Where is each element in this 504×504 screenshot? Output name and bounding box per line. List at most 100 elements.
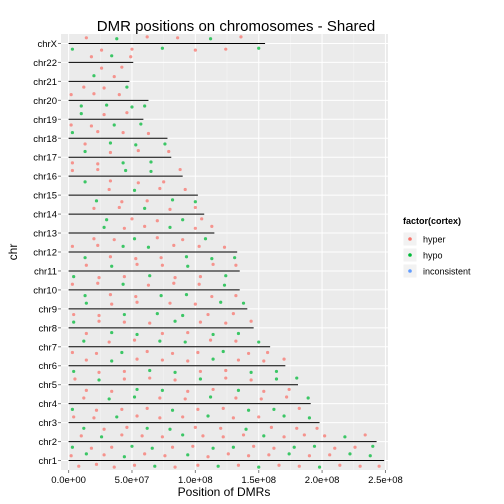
data-point-hypo xyxy=(171,198,174,201)
data-point-hyper xyxy=(173,276,176,279)
legend-dot-inconsistent xyxy=(408,269,412,273)
data-point-hyper xyxy=(156,219,159,222)
data-point-hyper xyxy=(239,35,242,38)
data-point-hypo xyxy=(186,453,189,456)
data-point-hyper xyxy=(333,447,336,450)
data-point-hyper xyxy=(135,414,138,417)
y-tick-label: chr6 xyxy=(39,361,57,372)
data-point-hypo xyxy=(160,294,163,297)
data-point-hypo xyxy=(83,180,86,183)
data-point-hypo xyxy=(72,370,75,373)
data-point-hyper xyxy=(298,407,301,410)
data-point-hypo xyxy=(223,284,226,287)
data-point-hyper xyxy=(85,332,88,335)
data-point-hypo xyxy=(105,103,108,106)
data-point-hypo xyxy=(130,445,133,448)
data-point-hyper xyxy=(158,187,161,190)
data-point-hyper xyxy=(97,276,100,279)
data-point-hypo xyxy=(122,283,125,286)
data-point-hypo xyxy=(181,314,184,317)
data-point-hyper xyxy=(135,358,138,361)
data-point-hypo xyxy=(173,320,176,323)
data-point-hyper xyxy=(199,275,202,278)
data-point-hyper xyxy=(100,67,103,70)
data-point-hyper xyxy=(200,217,203,220)
data-point-hyper xyxy=(194,49,197,52)
data-point-hypo xyxy=(161,389,164,392)
data-point-hyper xyxy=(247,352,250,355)
data-point-hyper xyxy=(97,371,100,374)
data-point-hyper xyxy=(141,434,144,437)
data-point-hypo xyxy=(102,226,105,229)
data-point-hyper xyxy=(125,111,128,114)
data-point-hyper xyxy=(158,416,161,419)
data-point-hypo xyxy=(115,415,118,418)
x-axis-title: Position of DMRs xyxy=(178,485,271,499)
y-axis-ticks: chr1chr2chr3chr4chr5chr6chr7chr8chr9chr1… xyxy=(33,39,61,467)
data-point-hyper xyxy=(323,434,326,437)
data-point-hyper xyxy=(147,132,150,135)
data-point-hypo xyxy=(209,395,212,398)
data-point-hyper xyxy=(171,446,174,449)
data-point-hyper xyxy=(161,332,164,335)
y-tick-label: chr7 xyxy=(39,342,57,353)
data-point-hyper xyxy=(92,92,95,95)
data-point-hyper xyxy=(199,370,202,373)
data-point-hypo xyxy=(318,466,321,469)
data-point-hypo xyxy=(123,455,126,458)
data-point-hyper xyxy=(163,454,166,457)
y-tick-label: chr16 xyxy=(33,172,57,183)
data-point-hypo xyxy=(72,321,75,324)
data-point-hyper xyxy=(100,49,103,52)
data-point-hyper xyxy=(135,263,138,266)
data-point-hypo xyxy=(194,200,197,203)
data-point-hyper xyxy=(123,227,126,230)
data-point-hypo xyxy=(181,433,184,436)
data-point-hypo xyxy=(80,112,83,115)
data-point-hypo xyxy=(139,122,142,125)
data-point-hyper xyxy=(171,352,174,355)
data-point-hyper xyxy=(186,359,189,362)
data-point-hyper xyxy=(222,407,225,410)
data-point-hypo xyxy=(204,237,207,240)
data-point-hyper xyxy=(122,131,125,134)
y-tick-label: chr21 xyxy=(33,77,57,88)
data-point-hyper xyxy=(148,321,151,324)
data-point-hypo xyxy=(185,255,188,258)
y-tick-label: chr17 xyxy=(33,153,57,164)
data-point-hypo xyxy=(83,150,86,153)
data-point-hyper xyxy=(353,446,356,449)
data-point-hyper xyxy=(90,447,93,450)
data-point-hypo xyxy=(184,340,187,343)
data-point-hyper xyxy=(167,150,170,153)
data-point-hyper xyxy=(130,217,133,220)
data-point-hyper xyxy=(282,358,285,361)
data-point-hypo xyxy=(125,85,128,88)
data-point-hypo xyxy=(272,408,275,411)
data-point-hyper xyxy=(95,352,98,355)
y-tick-label: chr3 xyxy=(39,418,57,429)
data-point-hyper xyxy=(338,464,341,467)
data-point-hyper xyxy=(191,445,194,448)
x-tick-label: 5.0e+07 xyxy=(115,475,150,486)
y-tick-label: chr13 xyxy=(33,229,57,240)
data-point-hyper xyxy=(147,284,150,287)
data-point-hyper xyxy=(70,123,73,126)
data-point-hyper xyxy=(130,48,133,51)
data-point-hypo xyxy=(313,445,316,448)
data-point-hyper xyxy=(85,264,88,267)
data-point-hyper xyxy=(272,447,275,450)
data-point-hyper xyxy=(206,313,209,316)
data-point-hyper xyxy=(113,75,116,78)
data-point-hyper xyxy=(134,295,137,298)
data-point-hyper xyxy=(172,282,175,285)
data-point-hyper xyxy=(257,415,260,418)
data-point-hyper xyxy=(181,238,184,241)
data-point-hyper xyxy=(173,466,176,469)
data-point-hypo xyxy=(110,265,113,268)
legend-label-inconsistent: inconsistent xyxy=(423,267,471,277)
data-point-hyper xyxy=(288,388,291,391)
data-point-hypo xyxy=(257,47,260,50)
data-point-hyper xyxy=(129,55,132,58)
